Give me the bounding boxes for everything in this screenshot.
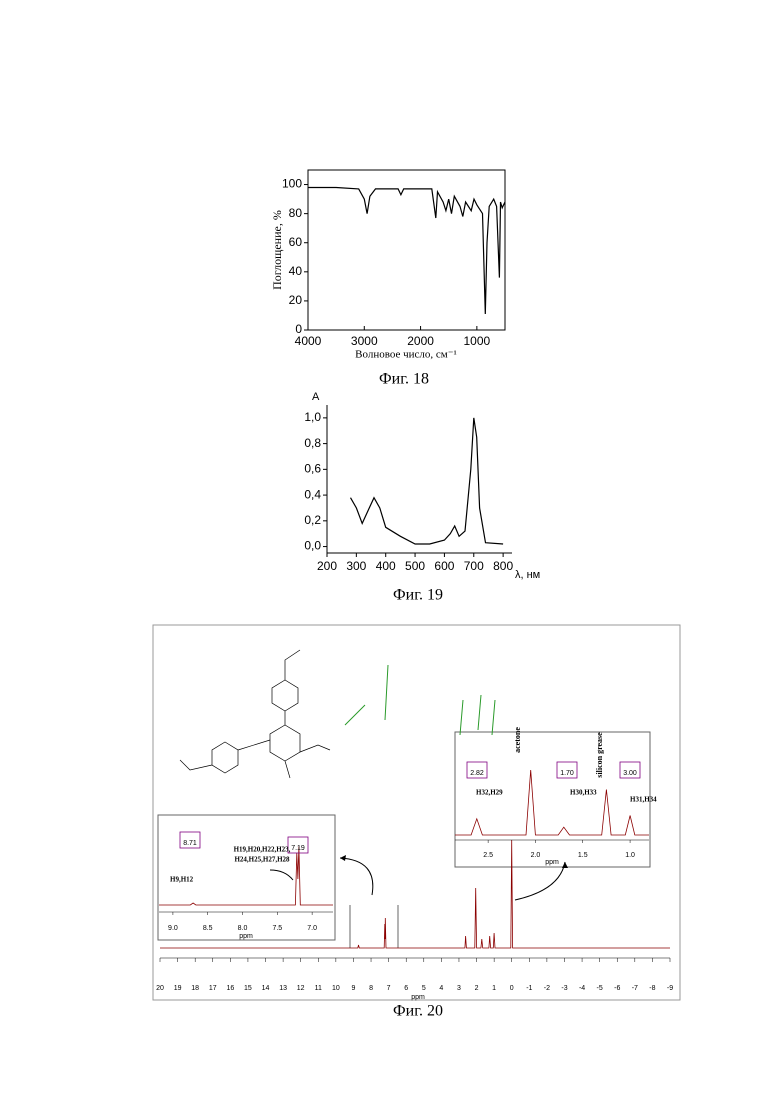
y-tick-label: 1,0 (304, 410, 321, 424)
x-tick-label: 10 (332, 985, 340, 992)
x-tick-label: -7 (632, 985, 638, 992)
x-label: ppm (239, 933, 253, 940)
x-tick-label: -2 (544, 985, 550, 992)
y-tick-label: 100 (282, 177, 302, 191)
x-tick-label: 6 (404, 985, 408, 992)
y-tick-label: 0,0 (304, 539, 321, 553)
x-tick-label: 4 (439, 985, 443, 992)
caption: Фиг. 19 (393, 587, 443, 604)
x-tick-label: 17 (209, 985, 217, 992)
annotation: silicon grease (595, 732, 604, 778)
group-label: H9,H12 (170, 876, 194, 884)
x-tick-label: 1.0 (625, 852, 635, 859)
x-tick-label: 2.5 (483, 852, 493, 859)
y-tick-label: 0,4 (304, 487, 321, 501)
integral-label: 7.19 (291, 845, 305, 852)
x-tick-label: 20 (156, 985, 164, 992)
y-tick-label: 60 (289, 235, 303, 249)
x-tick-label: -9 (667, 985, 673, 992)
x-label: ppm (545, 859, 559, 866)
x-tick-label: 2000 (407, 334, 434, 348)
y-tick-label: 0 (295, 322, 302, 336)
x-tick-label: 15 (244, 985, 252, 992)
group-label: H30,H33 (570, 789, 597, 797)
caption: Фиг. 18 (379, 371, 429, 388)
x-tick-label: 11 (315, 985, 322, 992)
x-label: Волновое число, см⁻¹ (355, 349, 457, 361)
x-tick-label: 600 (434, 559, 454, 573)
x-tick-label: 700 (464, 559, 484, 573)
x-tick-label: 19 (174, 985, 182, 992)
integral-label: 3.00 (623, 770, 637, 777)
x-tick-label: 2.0 (531, 852, 541, 859)
x-tick-label: 500 (405, 559, 425, 573)
x-tick-label: 0 (510, 985, 514, 992)
x-tick-label: -1 (526, 985, 532, 992)
group-label: H31,H34 (630, 796, 657, 804)
x-tick-label: 400 (376, 559, 396, 573)
inset-frame (455, 732, 650, 867)
x-tick-label: 7.5 (272, 925, 282, 932)
y-tick-label: 20 (289, 293, 303, 307)
x-tick-label: 7.0 (307, 925, 317, 932)
x-tick-label: 8.5 (203, 925, 213, 932)
page: Поглощение, % Волновое число, см⁻¹ Фиг. … (0, 0, 780, 1103)
x-tick-label: 13 (279, 985, 287, 992)
x-tick-label: 300 (346, 559, 366, 573)
y-tick-label: 0,8 (304, 436, 321, 450)
x-label: λ, нм (515, 569, 540, 581)
x-tick-label: 800 (493, 559, 513, 573)
y-tick-label: 0,6 (304, 462, 321, 476)
x-tick-label: 8 (369, 985, 373, 992)
integral-label: 1.70 (560, 770, 574, 777)
background (0, 0, 780, 1103)
x-tick-label: 200 (317, 559, 337, 573)
x-tick-label: 1.5 (578, 852, 588, 859)
x-tick-label: 3000 (351, 334, 378, 348)
y-tick-label: 40 (289, 264, 303, 278)
x-tick-label: 7 (387, 985, 391, 992)
x-tick-label: -5 (597, 985, 603, 992)
x-tick-label: 2 (475, 985, 479, 992)
y-tick-label: 0,2 (304, 513, 321, 527)
x-tick-label: 4000 (295, 334, 322, 348)
group-label: H24,H25,H27,H28 (234, 856, 290, 864)
x-tick-label: -8 (649, 985, 655, 992)
caption: Фиг. 20 (393, 1003, 443, 1020)
x-tick-label: 5 (422, 985, 426, 992)
x-tick-label: -4 (579, 985, 585, 992)
y-tick-label: 80 (289, 206, 303, 220)
integral-label: 8.71 (183, 840, 197, 847)
x-tick-label: 3 (457, 985, 461, 992)
x-tick-label: 9 (351, 985, 355, 992)
x-label: ppm (411, 994, 425, 1001)
x-tick-label: 1 (492, 985, 496, 992)
x-tick-label: 12 (297, 985, 305, 992)
x-tick-label: 1000 (464, 334, 491, 348)
group-label: H19,H20,H22,H23, (234, 846, 291, 854)
group-label: H32,H29 (476, 789, 503, 797)
integral-label: 2.82 (470, 770, 484, 777)
annotation: acetone (513, 727, 522, 753)
x-tick-label: 18 (191, 985, 199, 992)
x-tick-label: 16 (226, 985, 234, 992)
y-label: Поглощение, % (270, 210, 284, 290)
y-label: A (312, 391, 320, 403)
x-tick-label: 8.0 (238, 925, 248, 932)
x-tick-label: -3 (561, 985, 567, 992)
x-tick-label: -6 (614, 985, 620, 992)
x-tick-label: 9.0 (168, 925, 178, 932)
x-tick-label: 14 (262, 985, 270, 992)
